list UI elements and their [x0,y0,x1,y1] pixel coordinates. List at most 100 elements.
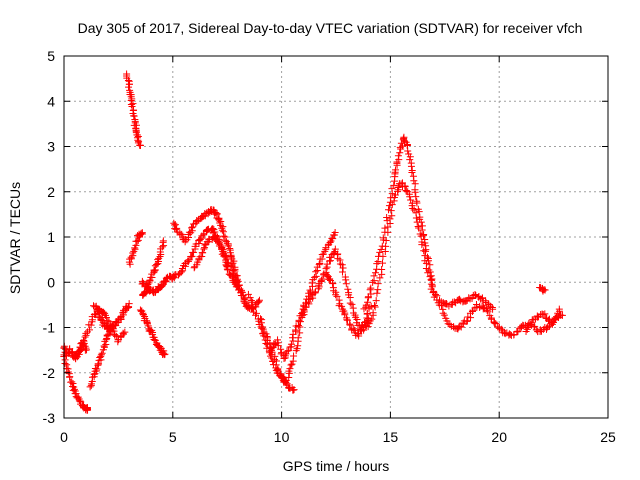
data-point [326,239,334,247]
data-point [381,224,389,232]
data-point [364,323,372,331]
data-point [350,325,358,333]
data-point [391,191,399,199]
data-point [379,252,387,260]
data-point [329,280,337,288]
data-point [412,193,420,201]
data-point [338,261,346,269]
data-point [288,360,296,368]
y-tick-label: 2 [47,184,55,200]
data-point [312,268,320,276]
y-tick-label: 1 [47,229,55,245]
data-point [341,311,349,319]
data-point [426,261,434,269]
data-point [128,103,136,111]
data-point [274,342,282,350]
data-point [269,344,277,352]
data-point [426,273,434,281]
data-point [90,370,98,378]
data-point [480,304,488,312]
data-point [369,309,377,317]
data-point [188,224,196,232]
series-trace-i [136,306,169,359]
data-point [403,141,411,149]
data-point [184,257,192,265]
data-point [346,320,354,328]
data-point [290,386,298,394]
data-point [388,185,396,193]
data-point [392,166,400,174]
data-point [121,328,129,336]
data-point [545,317,553,325]
data-point [382,242,390,250]
data-point [100,342,108,350]
data-point [190,248,198,256]
data-point [294,322,302,330]
data-point [255,296,263,304]
data-point [226,245,234,253]
data-point [212,209,220,217]
data-point [311,289,319,297]
data-point [344,285,352,293]
data-point [137,229,145,237]
data-point [422,247,430,255]
data-point [316,259,324,267]
data-point [552,313,560,321]
data-point [198,253,206,261]
data-point [408,202,416,210]
series-trace-y [536,283,549,295]
data-point [292,326,300,334]
data-point [244,290,252,298]
data-point [125,83,133,91]
data-point [483,306,491,314]
series-trace-g [125,229,146,268]
series-trace-m [190,233,263,313]
data-point [144,322,152,330]
series-trace-u [430,287,525,339]
data-point [83,405,91,413]
data-point [418,241,426,249]
data-point [523,324,531,332]
data-point [366,286,374,294]
data-point [363,310,371,318]
data-point [338,268,346,276]
data-point [357,326,365,334]
data-point [308,279,316,287]
data-point [196,235,204,243]
data-point [346,299,354,307]
data-point [339,264,347,272]
data-point [234,281,242,289]
y-tick-label: -3 [43,410,56,426]
data-point [267,345,275,353]
data-point [436,296,444,304]
data-point [98,349,106,357]
data-point [367,302,375,310]
data-point [382,236,390,244]
data-point [342,276,350,284]
data-point [214,239,222,247]
data-point [97,351,105,359]
data-point [218,244,226,252]
y-axis-label: SDTVAR / TECUs [7,182,23,294]
data-point [170,219,178,227]
data-point [329,235,337,243]
data-point [130,112,138,120]
x-tick-label: 10 [274,429,290,445]
data-point [288,334,296,342]
data-point [373,289,381,297]
data-point [412,214,420,222]
data-point [413,218,421,226]
data-point [326,257,334,265]
data-point [87,321,95,329]
data-point [216,240,224,248]
data-point [188,252,196,260]
data-point [383,213,391,221]
data-point [139,309,147,317]
series-trace-v [436,291,497,313]
data-point [86,383,94,391]
y-axis: -3 -2 -1 0 1 2 3 4 5 [43,48,608,426]
data-point [541,310,549,318]
x-tick-label: 15 [383,429,399,445]
data-point [200,245,208,253]
data-point [64,368,72,376]
